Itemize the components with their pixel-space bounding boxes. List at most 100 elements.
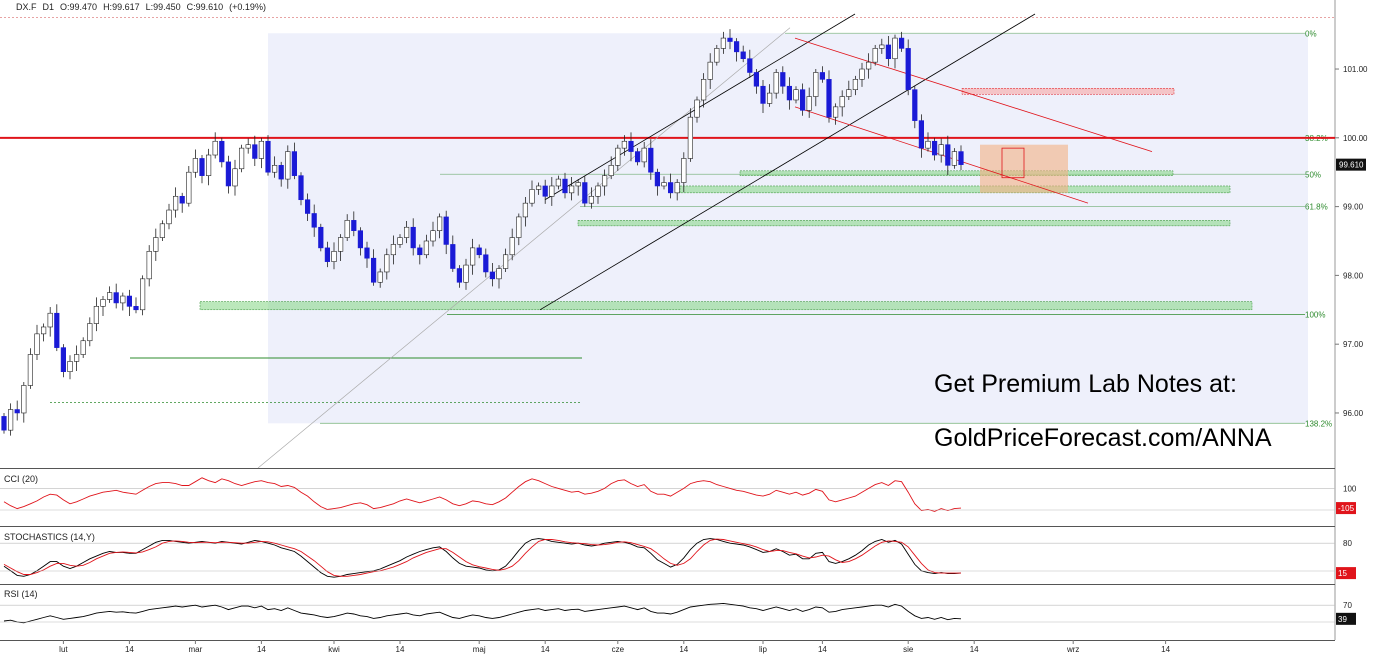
candle-body — [337, 237, 344, 252]
candle-body — [634, 151, 641, 163]
channel-upper — [544, 13, 856, 201]
candle-body — [311, 213, 317, 228]
candle-body — [931, 140, 938, 156]
candle-body — [958, 151, 964, 165]
x-tick-label: kwi — [328, 645, 340, 654]
rsi-panel-title: RSI (14) — [4, 589, 38, 599]
candle-body — [654, 171, 660, 187]
symbol-label: DX.F — [16, 2, 37, 12]
candle-body — [859, 68, 865, 80]
candle-body — [239, 147, 245, 170]
x-tick-label: 14 — [257, 645, 266, 654]
x-tick-label: lip — [759, 645, 768, 654]
candle-body — [568, 185, 575, 194]
candle-body — [278, 165, 284, 180]
candle-body — [357, 230, 364, 249]
candle-body — [179, 195, 185, 204]
stoch-panel-title: STOCHASTICS (14,Y) — [4, 532, 95, 542]
candle-body — [80, 340, 86, 355]
candle-body — [747, 58, 753, 73]
candle-body — [54, 312, 60, 348]
channel-lower — [539, 13, 1036, 311]
candle-body — [271, 165, 278, 173]
candle-body — [423, 240, 430, 256]
candle-body — [146, 251, 152, 280]
candle-body — [370, 257, 377, 283]
candle-body — [832, 106, 839, 118]
candle-body — [232, 168, 238, 187]
candle-body — [879, 44, 885, 49]
fib-label: 100% — [1305, 311, 1325, 320]
candle-body — [21, 385, 27, 414]
candle-body — [93, 306, 99, 324]
support-zone — [577, 220, 1231, 227]
candle-body — [298, 175, 304, 201]
candle-body — [74, 354, 80, 362]
candle-body — [351, 220, 357, 231]
ohlc-header: DX.F D1 O:99.470 H:99.617 L:99.450 C:99.610 (+… — [16, 2, 272, 12]
candle-body — [793, 89, 799, 101]
candle-body — [707, 61, 713, 80]
candle-body — [291, 151, 298, 176]
candle-body — [516, 216, 522, 238]
candle-body — [87, 323, 93, 342]
indicator-tick-label: 70 — [1343, 601, 1352, 610]
y-tick-label: 96.00 — [1343, 409, 1364, 418]
candle-body — [674, 182, 680, 194]
promo-link[interactable]: GoldPriceForecast.com/ANNA — [934, 424, 1272, 452]
candle-body — [397, 237, 403, 245]
candle-body — [621, 140, 627, 149]
candle-body — [588, 195, 594, 204]
candle-body — [258, 140, 265, 159]
candle-body — [469, 247, 476, 266]
fib-label: 61.8% — [1305, 203, 1328, 212]
candle-body — [67, 361, 73, 372]
x-tick-label: 14 — [970, 645, 979, 654]
candle-body — [285, 151, 291, 180]
resistance-zone — [961, 88, 1175, 95]
candle-body — [700, 79, 707, 101]
candle-body — [529, 189, 535, 204]
candle-body — [450, 244, 456, 269]
candle-body — [456, 268, 463, 283]
candle-body — [331, 251, 337, 262]
candle-body — [113, 292, 119, 304]
close-value: C:99.610 — [186, 2, 224, 12]
x-tick-label: maj — [473, 645, 486, 654]
x-tick-label: mar — [189, 645, 203, 654]
last-price-label: 99.610 — [1339, 161, 1364, 170]
indicator-line — [3, 538, 962, 578]
x-tick-label: cze — [612, 645, 625, 654]
support-zone — [739, 170, 1174, 176]
candle-body — [687, 116, 693, 159]
candle-body — [872, 48, 878, 63]
candle-body — [628, 140, 634, 152]
last-price-tag — [1336, 158, 1366, 171]
candle-body — [14, 409, 20, 414]
candle-body — [225, 161, 232, 187]
x-tick-label: 14 — [125, 645, 134, 654]
x-tick-label: wrz — [1066, 645, 1079, 654]
candle-body — [615, 147, 621, 166]
candle-body — [912, 89, 918, 121]
candle-body — [839, 96, 845, 108]
candle-body — [502, 254, 509, 269]
candle-body — [740, 51, 746, 60]
candle-body — [865, 61, 872, 70]
candle-body — [549, 185, 555, 197]
candle-body — [318, 226, 324, 249]
candle-body — [509, 237, 515, 256]
candle-body — [304, 199, 311, 214]
candle-body — [186, 171, 192, 204]
fib-label: 50% — [1305, 170, 1321, 179]
indicator-line — [3, 477, 962, 512]
support-zone — [199, 301, 1253, 311]
high-value: H:99.617 — [103, 2, 140, 12]
open-value: O:99.470 — [60, 2, 98, 12]
candle-body — [126, 295, 132, 307]
candle-body — [206, 154, 212, 176]
candle-body — [535, 185, 542, 190]
candle-body — [133, 306, 139, 311]
change-value: (+0.19%) — [229, 2, 266, 12]
y-tick-label: 101.00 — [1343, 65, 1368, 74]
